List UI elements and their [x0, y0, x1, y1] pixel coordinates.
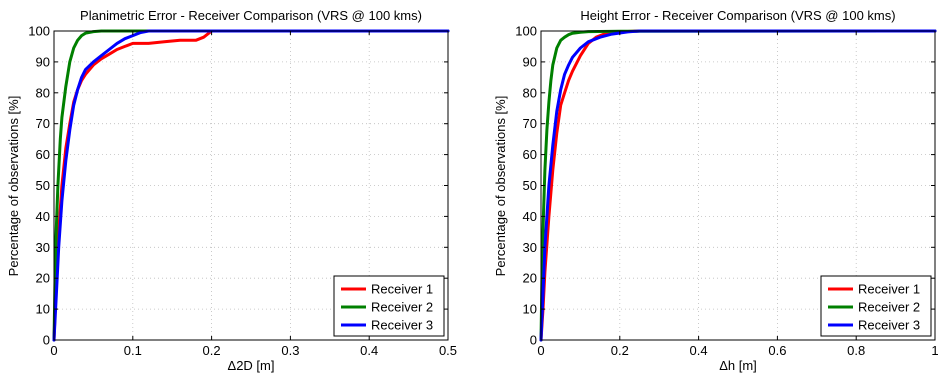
y-tick-label: 60: [36, 147, 50, 162]
y-tick-label: 30: [36, 240, 50, 255]
x-tick-label: 0.4: [690, 343, 708, 358]
y-tick-label: 20: [36, 271, 50, 286]
x-tick-label: 0.1: [124, 343, 142, 358]
x-tick-label: 0.3: [281, 343, 299, 358]
chart-title: Height Error - Receiver Comparison (VRS …: [580, 8, 895, 23]
y-tick-label: 100: [28, 24, 50, 39]
y-tick-label: 50: [36, 178, 50, 193]
series-line: [52, 29, 450, 342]
x-tick-label: 0.6: [768, 343, 786, 358]
x-tick-label: 0: [50, 343, 57, 358]
y-tick-label: 80: [36, 85, 50, 100]
legend-label: Receiver 3: [371, 318, 433, 333]
x-tick-label: 0.2: [203, 343, 221, 358]
legend-label: Receiver 1: [371, 282, 433, 297]
y-tick-label: 50: [523, 178, 537, 193]
y-tick-label: 70: [36, 116, 50, 131]
chart-title: Planimetric Error - Receiver Comparison …: [80, 8, 422, 23]
x-tick-label: 0.4: [360, 343, 378, 358]
y-tick-label: 40: [36, 209, 50, 224]
y-tick-label: 40: [523, 209, 537, 224]
chart-height-error: Height Error - Receiver Comparison (VRS …: [493, 8, 938, 373]
legend: Receiver 1 Receiver 2 Receiver 3: [820, 275, 932, 337]
legend: Receiver 1 Receiver 2 Receiver 3: [333, 275, 445, 337]
y-tick-label: 10: [36, 302, 50, 317]
x-axis-label: Δh [m]: [719, 358, 757, 373]
x-tick-label: 1: [931, 343, 938, 358]
legend-label: Receiver 1: [858, 282, 920, 297]
series-line: [539, 29, 937, 342]
y-tick-label: 10: [523, 302, 537, 317]
y-tick-label: 0: [43, 333, 50, 348]
plot-area: 0 0.2 0.4 0.6 0.8 10102030405060708090100Rece…: [515, 24, 938, 359]
plot-area: 0 0.1 0.2 0.3 0.4 0.5 0 10 20 30 40 50 60 70 80 90 100 Re…: [28, 24, 457, 359]
y-tick-label: 60: [523, 147, 537, 162]
y-axis-label: Percentage of observations [%]: [6, 96, 21, 277]
x-axis-label: Δ2D [m]: [228, 358, 275, 373]
y-tick-label: 20: [523, 271, 537, 286]
y-tick-label: 0: [530, 333, 537, 348]
y-tick-label: 80: [523, 85, 537, 100]
y-tick-label: 30: [523, 240, 537, 255]
x-tick-label: 0.5: [439, 343, 457, 358]
series-line: [539, 29, 937, 342]
y-tick-label: 90: [523, 54, 537, 69]
legend-label: Receiver 3: [858, 318, 920, 333]
y-tick-label: 90: [36, 54, 50, 69]
x-tick-label: 0.2: [611, 343, 629, 358]
x-tick-label: 0.8: [847, 343, 865, 358]
series-line: [52, 29, 450, 342]
chart-planimetric-error: Planimetric Error - Receiver Comparison …: [6, 8, 457, 373]
y-tick-label: 70: [523, 116, 537, 131]
y-axis-label: Percentage of observations [%]: [493, 96, 508, 277]
legend-label: Receiver 2: [858, 300, 920, 315]
legend-label: Receiver 2: [371, 300, 433, 315]
x-tick-label: 0: [537, 343, 544, 358]
y-tick-label: 100: [515, 24, 537, 39]
